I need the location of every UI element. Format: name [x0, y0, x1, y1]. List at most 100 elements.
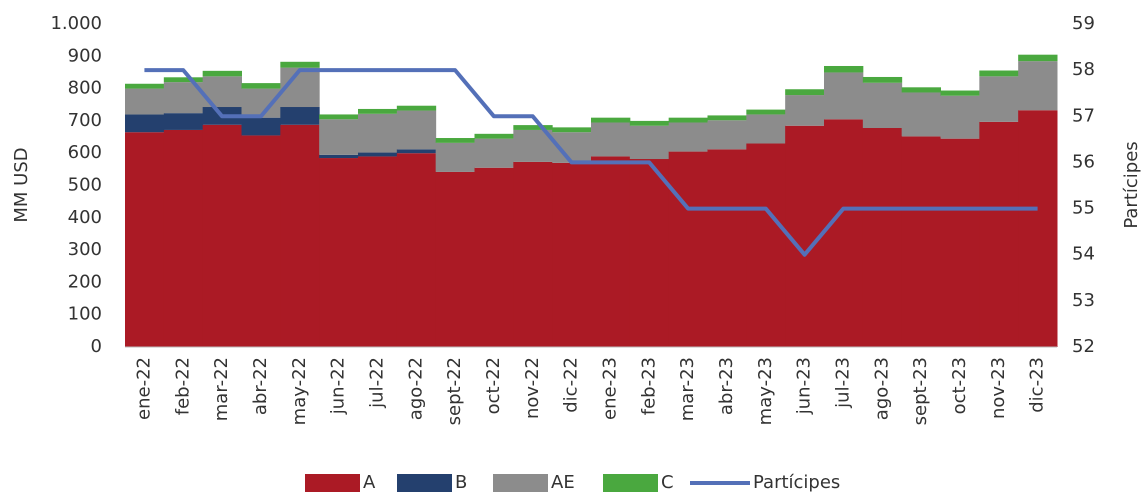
legend-label: Partícipes: [753, 472, 840, 493]
bar-segment: [707, 149, 747, 347]
bar-segment: [862, 76, 903, 83]
y2-tick-label: 58: [1072, 59, 1095, 80]
bar-segment: [629, 125, 670, 160]
y2-axis-label: Partícipes: [1121, 141, 1142, 228]
bar-segment: [824, 65, 864, 73]
legend-label: AE: [551, 472, 575, 493]
bar-segment: [280, 124, 320, 347]
y2-tick-label: 55: [1072, 198, 1095, 219]
bar-segment: [591, 117, 631, 123]
x-tick-label: nov-22: [522, 357, 543, 419]
bar-segment: [125, 88, 165, 115]
bar-segment: [629, 159, 670, 347]
y2-tick-label: 53: [1072, 290, 1095, 311]
y2-tick-label: 59: [1072, 13, 1095, 34]
bar-segment: [358, 156, 398, 347]
bar-segment: [358, 108, 398, 114]
bar-segment: [358, 152, 398, 157]
bar-segment: [901, 92, 941, 137]
y-tick-label: 900: [68, 45, 102, 66]
x-tick-label: mar-23: [677, 357, 698, 421]
bar-segment: [513, 161, 553, 347]
bar-segment: [125, 83, 165, 89]
legend-label: C: [661, 472, 674, 493]
bar-segment: [319, 119, 359, 155]
x-tick-label: abr-23: [716, 357, 737, 415]
bar-segment: [940, 138, 980, 347]
bar-segment: [435, 171, 475, 347]
y-axis-label: MM USD: [11, 147, 32, 222]
bar-segment: [1018, 61, 1058, 111]
x-tick-label: ago-23: [871, 357, 892, 420]
legend-swatch: [603, 474, 658, 492]
x-tick-label: dic-22: [561, 357, 582, 413]
x-tick-label: jul-23: [832, 357, 853, 409]
x-tick-label: may-22: [289, 357, 310, 425]
line-series: [144, 68, 1038, 257]
bar-segment: [940, 95, 980, 139]
bar-segment: [746, 109, 786, 115]
legend-label: A: [363, 472, 376, 493]
bar-segment: [824, 72, 864, 120]
bar-segment: [319, 158, 359, 347]
y2-tick-label: 54: [1072, 244, 1095, 265]
bar-segment: [202, 70, 242, 77]
bar-segment: [163, 113, 204, 130]
bar-segment: [785, 89, 825, 96]
bar-segment: [591, 122, 631, 157]
bar-segment: [746, 114, 786, 144]
bar-segment: [163, 77, 204, 83]
y-tick-label: 300: [68, 239, 102, 260]
legend-swatch: [305, 474, 360, 492]
bar-segment: [668, 151, 708, 347]
y-tick-label: 600: [68, 142, 102, 163]
bar-segment: [979, 121, 1019, 347]
y-tick-label: 500: [68, 175, 102, 196]
y-tick-label: 800: [68, 78, 102, 99]
bar-segment: [125, 132, 165, 347]
bar-segment: [746, 143, 786, 347]
x-tick-label: ago-22: [405, 357, 426, 420]
bar-segment: [241, 117, 281, 136]
x-tick-label: feb-22: [172, 357, 193, 415]
y-tick-label: 100: [68, 304, 102, 325]
bar-segment: [785, 95, 825, 126]
bar-segment: [163, 129, 204, 347]
bar-segment: [1018, 54, 1058, 62]
y-tick-label: 0: [91, 336, 102, 357]
bar-segment: [202, 124, 242, 347]
x-tick-label: dic-23: [1027, 357, 1048, 413]
x-tick-label: may-23: [755, 357, 776, 425]
x-tick-label: feb-23: [638, 357, 659, 415]
bar-segment: [979, 70, 1019, 77]
x-tick-label: oct-22: [483, 357, 504, 414]
bar-segment: [629, 120, 670, 126]
bar-segment: [474, 133, 514, 139]
bar-segment: [901, 87, 941, 93]
bar-segment: [552, 162, 592, 347]
bar-segment: [474, 167, 514, 347]
bar-segment: [707, 115, 747, 121]
y-tick-label: 200: [68, 271, 102, 292]
bar-segment: [552, 127, 592, 133]
bar-segment: [591, 156, 631, 347]
bar-segment: [319, 114, 359, 120]
x-tick-label: mar-22: [211, 357, 232, 421]
bar-segment: [940, 90, 980, 96]
y2-tick-label: 52: [1072, 336, 1095, 357]
x-tick-label: sept-23: [910, 357, 931, 425]
bar-segment: [396, 153, 437, 347]
bar-segment: [824, 119, 864, 347]
x-tick-label: abr-22: [250, 357, 271, 415]
x-tick-label: jun-23: [794, 357, 815, 415]
y-tick-label: 400: [68, 207, 102, 228]
x-tick-label: nov-23: [988, 357, 1009, 419]
bar-segment: [513, 125, 553, 130]
x-tick-label: ene-23: [599, 357, 620, 420]
y2-tick-label: 56: [1072, 151, 1095, 172]
bar-segment: [435, 138, 475, 143]
bar-segment: [1018, 110, 1058, 347]
bar-segment: [668, 117, 708, 123]
bar-segment: [396, 105, 437, 111]
